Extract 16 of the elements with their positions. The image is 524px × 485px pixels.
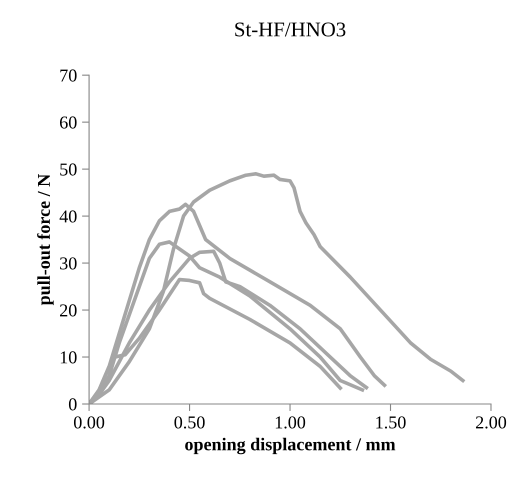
y-tick-label: 50 [60,163,77,176]
x-tick-label: 1.50 [376,416,406,429]
y-tick-label: 30 [60,257,77,270]
x-tick-label: 1.00 [276,416,306,429]
y-axis-title: pull-out force / N [37,174,54,306]
y-tick-label: 10 [60,351,77,364]
y-tick-label: 70 [60,69,77,82]
y-tick-label: 20 [60,304,77,316]
y-tick-label: 0 [68,398,77,410]
x-axis-title: opening displacement / mm [185,438,396,454]
x-tick-label: 0.00 [74,416,104,429]
y-tick-label: 60 [60,116,77,129]
chart-title: St-HF/HNO3 [235,22,346,36]
x-tick-label: 2.00 [476,416,506,429]
y-tick-label: 40 [60,210,77,223]
x-tick-label: 0.50 [174,416,205,429]
